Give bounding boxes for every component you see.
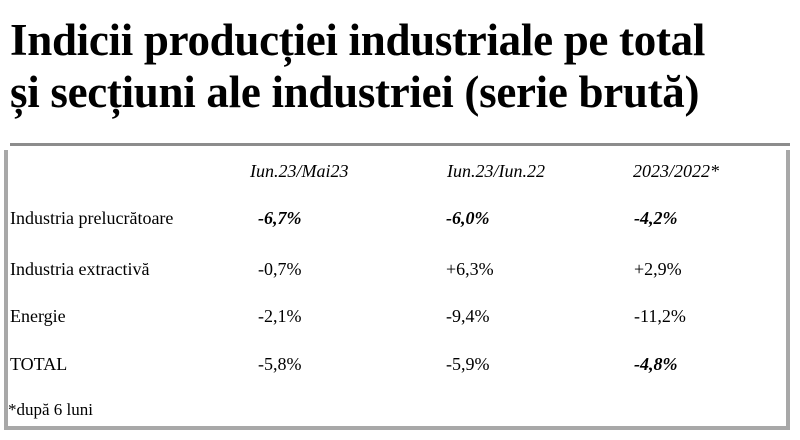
page-title: Indicii producției industriale pe total … xyxy=(10,14,790,118)
title-line-2: și secțiuni ale industriei (serie brută) xyxy=(10,67,700,117)
column-header-iun23-mai23: Iun.23/Mai23 xyxy=(250,161,349,181)
column-header-iun23-iun22: Iun.23/Iun.22 xyxy=(447,161,545,181)
row-label-energie: Energie xyxy=(10,306,66,326)
value-extractiva-iun23-iun22: +6,3% xyxy=(446,259,494,279)
value-total-iun23-mai23: -5,8% xyxy=(258,354,302,374)
row-label-total: TOTAL xyxy=(10,354,68,374)
row-label-industria-prelucratoare: Industria prelucrătoare xyxy=(10,208,174,228)
value-prelucratoare-2023-2022: -4,2% xyxy=(634,208,678,228)
value-extractiva-iun23-mai23: -0,7% xyxy=(258,259,302,279)
value-extractiva-2023-2022: +2,9% xyxy=(634,259,682,279)
table-frame xyxy=(4,150,790,430)
value-total-iun23-iun22: -5,9% xyxy=(446,354,490,374)
value-prelucratoare-iun23-mai23: -6,7% xyxy=(258,208,302,228)
footnote: *după 6 luni xyxy=(8,400,93,419)
value-energie-iun23-iun22: -9,4% xyxy=(446,306,490,326)
title-divider xyxy=(10,143,790,146)
value-prelucratoare-iun23-iun22: -6,0% xyxy=(446,208,490,228)
row-label-industria-extractiva: Industria extractivă xyxy=(10,259,150,279)
value-energie-iun23-mai23: -2,1% xyxy=(258,306,302,326)
column-header-2023-2022: 2023/2022* xyxy=(633,161,720,181)
title-line-1: Indicii producției industriale pe total xyxy=(10,15,706,65)
value-energie-2023-2022: -11,2% xyxy=(634,306,686,326)
value-total-2023-2022: -4,8% xyxy=(634,354,678,374)
